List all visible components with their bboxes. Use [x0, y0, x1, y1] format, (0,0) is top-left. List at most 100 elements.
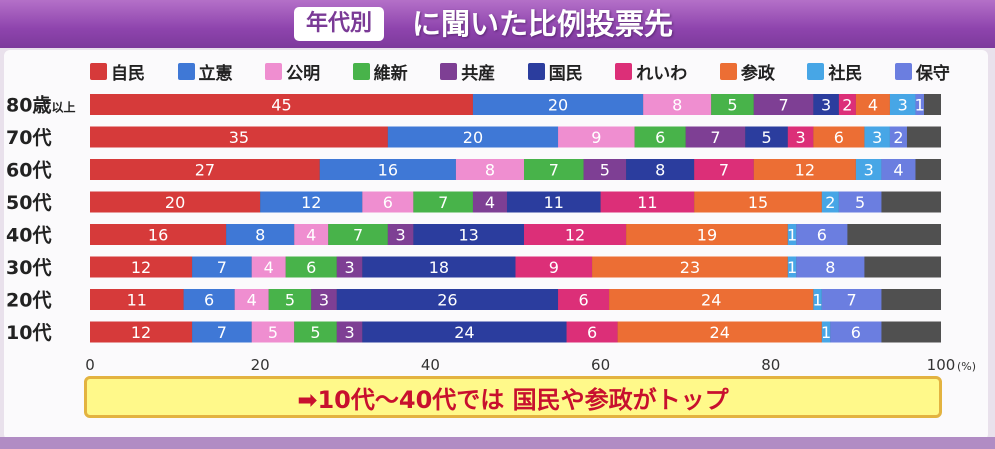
bar-segment [336, 321, 363, 343]
legend-item: 維新 [352, 59, 408, 84]
data-label: 4 [306, 226, 316, 245]
data-label: 6 [834, 128, 844, 147]
x-tick-label: 40 [421, 356, 440, 374]
legend-label: 社民 [828, 63, 863, 84]
legend-swatch [90, 62, 107, 80]
bar-segment [413, 191, 473, 213]
data-label: 6 [306, 258, 316, 277]
bar-segment [524, 224, 627, 245]
data-label: 3 [872, 128, 882, 147]
data-label: 7 [438, 193, 448, 212]
category-label: 30代 [6, 257, 51, 279]
bar-segment [694, 159, 754, 180]
data-label: 11 [127, 291, 147, 310]
data-label: 7 [217, 258, 227, 277]
legend-swatch [177, 62, 195, 80]
legend-label: 維新 [373, 63, 408, 84]
data-label: 5 [727, 96, 737, 115]
bar-segment [821, 321, 831, 343]
bar-segment [362, 256, 516, 278]
data-label: 1 [813, 291, 823, 310]
data-label: 24 [454, 323, 474, 342]
data-label: 12 [565, 226, 585, 245]
legend-item: 参政 [719, 59, 775, 84]
bar-segment [192, 321, 252, 343]
bar-segment [260, 191, 363, 213]
summary-banner-text: ➡10代～40代では 国民や参政がトップ [297, 385, 729, 414]
data-label: 20 [165, 193, 185, 212]
data-label: 5 [268, 323, 278, 342]
data-label: 2 [842, 96, 852, 115]
category-label: 80歳以上 [6, 95, 75, 117]
data-label: 2 [825, 193, 835, 212]
data-label: 9 [591, 128, 601, 147]
x-tick-label: 100 [927, 356, 956, 374]
bar-segment [558, 126, 635, 148]
legend-label: 公明 [286, 63, 321, 84]
bar-segment [881, 159, 916, 180]
data-label: 5 [855, 193, 865, 212]
bar-segment [251, 321, 295, 343]
legend-swatch [894, 62, 912, 80]
legend-swatch [615, 62, 633, 80]
data-label: 2 [893, 128, 903, 147]
x-tick-label: 60 [591, 356, 610, 374]
data-label: 4 [868, 96, 878, 115]
category-label-main: 10代 [6, 322, 51, 344]
x-tick-label: 20 [251, 356, 270, 374]
data-label: 1 [787, 226, 797, 245]
bar-segment [830, 321, 882, 343]
data-label: 26 [437, 291, 457, 310]
bar-segment [524, 159, 584, 180]
data-label: 3 [396, 226, 406, 245]
data-label: 8 [672, 96, 682, 115]
category-label-main: 20代 [6, 290, 51, 312]
bar-segment [387, 126, 559, 148]
legend-item: 社民 [807, 59, 862, 84]
legend-item: 立憲 [177, 59, 233, 84]
legend-label: 自民 [111, 63, 145, 84]
bar-segment [583, 159, 627, 180]
legend-label: 立憲 [198, 63, 233, 84]
legend-item: 自民 [90, 59, 145, 84]
data-label: 3 [898, 96, 908, 115]
legend-swatch [527, 62, 545, 80]
bar-segment [600, 191, 695, 213]
bar-segment [387, 224, 414, 245]
bar-segment [753, 94, 814, 115]
data-label: 7 [549, 161, 559, 180]
data-label: 11 [544, 193, 564, 212]
data-label: 24 [710, 323, 730, 342]
bar-segment [311, 289, 337, 310]
legend-swatch [352, 62, 370, 80]
bar-segment [796, 224, 848, 245]
category-label-main: 30代 [6, 257, 51, 279]
data-label: 3 [795, 128, 805, 147]
data-label: 3 [344, 323, 354, 342]
data-label: 5 [310, 323, 320, 342]
legend-label: 参政 [740, 63, 775, 84]
bar-segment [838, 94, 856, 115]
data-label: 7 [710, 128, 720, 147]
data-label: 20 [463, 128, 483, 147]
bar-segment [90, 159, 320, 180]
bar-segment [889, 126, 907, 148]
bar-segment [90, 321, 193, 343]
data-label: 35 [229, 128, 249, 147]
data-label: 7 [217, 323, 227, 342]
bar-segment [251, 256, 286, 278]
data-label: 5 [285, 291, 295, 310]
data-label: 7 [847, 291, 857, 310]
legend-item: 共産 [440, 59, 495, 84]
data-label: 9 [549, 258, 559, 277]
summary-banner: ➡10代～40代では 国民や参政がトップ [84, 376, 942, 418]
bar-segment [915, 94, 924, 115]
bar-segment [838, 191, 882, 213]
bar-segment [294, 224, 329, 245]
bar-segment [566, 321, 618, 343]
data-label: 12 [301, 193, 321, 212]
bar-segment [328, 224, 388, 245]
data-label: 1 [915, 96, 925, 115]
bar-segment [234, 289, 269, 310]
bar-segment [192, 256, 252, 278]
